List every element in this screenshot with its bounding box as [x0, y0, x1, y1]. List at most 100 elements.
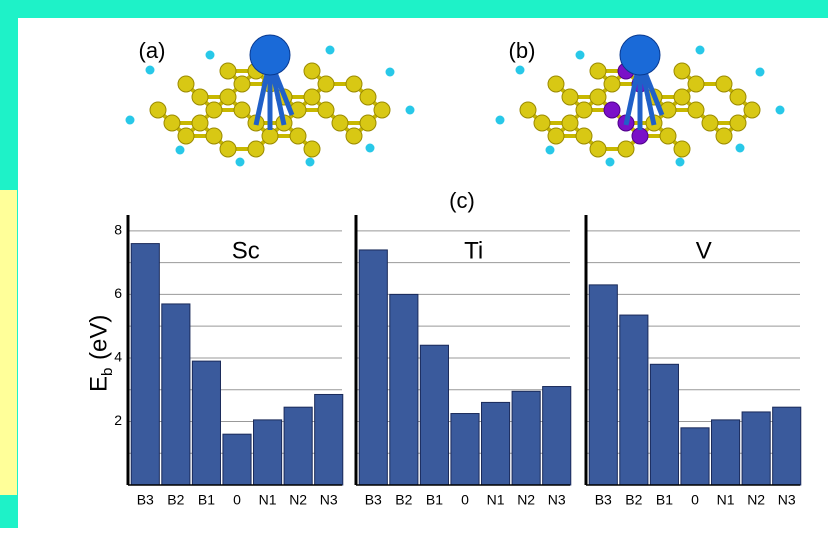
atom	[590, 141, 606, 157]
atom	[318, 102, 334, 118]
atom	[290, 128, 306, 144]
atom	[206, 128, 222, 144]
atom	[576, 102, 592, 118]
atom	[632, 128, 648, 144]
atom	[346, 128, 362, 144]
x-tick-label: N3	[548, 492, 566, 508]
atom	[220, 141, 236, 157]
x-tick-label: B3	[137, 492, 154, 508]
bar	[192, 361, 220, 485]
y-label-unit: (eV)	[85, 315, 112, 360]
bar	[681, 428, 709, 485]
atom	[178, 128, 194, 144]
panel-label: (b)	[509, 38, 536, 63]
atom	[332, 115, 348, 131]
bar	[482, 402, 510, 485]
y-axis-label: E b (eV)	[85, 315, 116, 392]
atom	[744, 102, 760, 118]
y-tick-label: 2	[114, 412, 122, 428]
atom	[374, 102, 390, 118]
h-atom	[236, 158, 245, 167]
atom	[674, 141, 690, 157]
atom	[548, 76, 564, 92]
bar	[359, 250, 387, 485]
atom	[234, 102, 250, 118]
x-tick-label: N2	[289, 492, 307, 508]
y-tick-label: 6	[114, 285, 122, 301]
x-tick-label: B1	[198, 492, 215, 508]
h-atom	[386, 68, 395, 77]
atom	[360, 115, 376, 131]
y-tick-label: 4	[114, 349, 122, 365]
bar	[131, 244, 159, 485]
atom	[234, 76, 250, 92]
atom	[150, 102, 166, 118]
x-tick-label: N1	[717, 492, 735, 508]
atom	[590, 89, 606, 105]
h-atom	[776, 106, 785, 115]
h-atom	[606, 158, 615, 167]
atom	[206, 102, 222, 118]
h-atom	[146, 66, 155, 75]
atom	[318, 76, 334, 92]
atom	[548, 128, 564, 144]
atom	[604, 76, 620, 92]
x-tick-label: N2	[517, 492, 535, 508]
metal-atom	[620, 35, 660, 75]
bar	[620, 315, 648, 485]
atom	[688, 102, 704, 118]
x-tick-label: B2	[395, 492, 412, 508]
h-atom	[176, 146, 185, 155]
atom	[360, 89, 376, 105]
h-atom	[516, 66, 525, 75]
atom	[304, 89, 320, 105]
x-tick-label: 0	[233, 492, 241, 508]
x-tick-label: N1	[259, 492, 277, 508]
atom	[604, 102, 620, 118]
atom	[534, 115, 550, 131]
h-atom	[406, 106, 415, 115]
bar	[420, 345, 448, 485]
bar	[390, 294, 418, 485]
x-tick-label: 0	[461, 492, 469, 508]
atom	[520, 102, 536, 118]
h-atom	[306, 158, 315, 167]
x-tick-label: N2	[747, 492, 765, 508]
x-tick-label: B1	[656, 492, 673, 508]
h-atom	[546, 146, 555, 155]
atom	[220, 63, 236, 79]
atom	[674, 63, 690, 79]
atom	[576, 128, 592, 144]
panel-label: (a)	[139, 38, 166, 63]
atom	[192, 89, 208, 105]
h-atom	[206, 51, 215, 60]
panel-title: V	[696, 237, 712, 264]
bar	[254, 420, 282, 485]
atom	[618, 141, 634, 157]
x-tick-label: B1	[426, 492, 443, 508]
atom	[562, 89, 578, 105]
x-tick-label: N1	[487, 492, 505, 508]
bar	[773, 407, 801, 485]
metal-atom	[250, 35, 290, 75]
atom	[562, 115, 578, 131]
bar	[589, 285, 617, 485]
h-atom	[676, 158, 685, 167]
atom	[304, 63, 320, 79]
bar	[712, 420, 740, 485]
bar	[162, 304, 190, 485]
h-atom	[736, 144, 745, 153]
atom	[346, 76, 362, 92]
x-tick-label: B3	[595, 492, 612, 508]
atom	[304, 141, 320, 157]
atom	[730, 115, 746, 131]
bar	[650, 364, 678, 485]
atom	[660, 128, 676, 144]
y-tick-label: 8	[114, 222, 122, 238]
bar	[543, 387, 571, 485]
x-tick-label: B2	[625, 492, 642, 508]
bar	[512, 391, 540, 485]
x-tick-label: 0	[691, 492, 699, 508]
h-atom	[326, 46, 335, 55]
h-atom	[366, 144, 375, 153]
